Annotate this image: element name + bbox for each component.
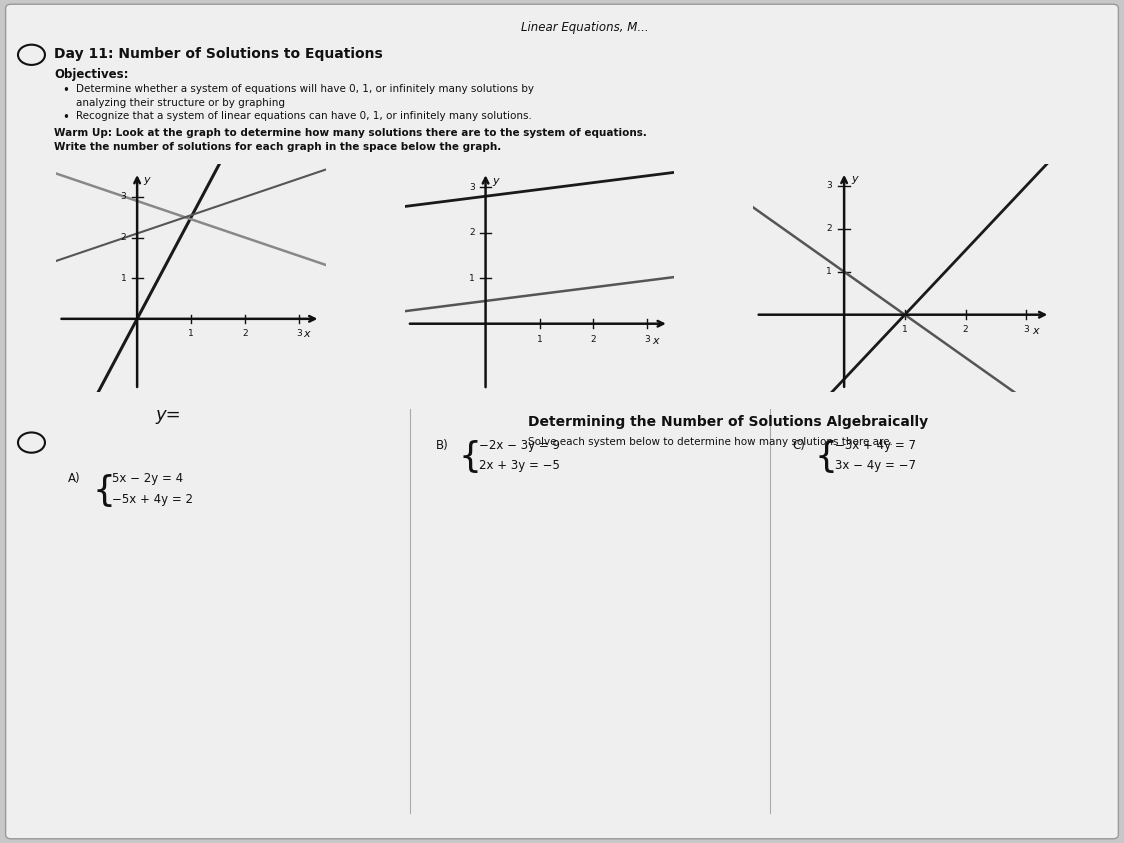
Text: y: y [144,175,151,185]
FancyBboxPatch shape [6,4,1118,839]
Text: Write the number of solutions for each graph in the space below the graph.: Write the number of solutions for each g… [54,142,501,152]
Text: 1: 1 [188,329,194,338]
Text: Linear Equations, M...: Linear Equations, M... [520,21,649,34]
Text: C): C) [792,438,805,452]
Text: Warm Up: Look at the graph to determine how many solutions there are to the syst: Warm Up: Look at the graph to determine … [54,128,646,138]
Text: 3: 3 [1023,325,1030,335]
Text: x: x [1032,326,1039,336]
Text: Objectives:: Objectives: [54,67,128,81]
Text: 3: 3 [296,329,302,338]
Text: y=: y= [156,406,181,424]
Text: −3x + 4y = 7: −3x + 4y = 7 [835,438,916,452]
Text: 2x + 3y = −5: 2x + 3y = −5 [479,459,560,472]
Text: Day 11: Number of Solutions to Equations: Day 11: Number of Solutions to Equations [54,47,382,61]
Text: analyzing their structure or by graphing: analyzing their structure or by graphing [76,98,285,108]
Text: y: y [852,175,859,185]
Text: 2: 2 [826,224,832,234]
Text: 3: 3 [826,181,832,191]
Text: 2: 2 [469,228,474,237]
Text: A): A) [67,472,80,486]
Text: {: { [459,440,481,474]
Text: •: • [62,110,69,124]
Text: 1: 1 [826,267,832,277]
Text: 3: 3 [120,192,126,201]
Text: {: { [92,474,115,507]
Text: y: y [492,175,499,185]
Text: 2: 2 [120,233,126,242]
Text: Determine whether a system of equations will have 0, 1, or infinitely many solut: Determine whether a system of equations … [76,83,534,94]
Text: B): B) [436,438,448,452]
Text: {: { [815,440,837,474]
Text: 2: 2 [962,325,969,335]
Text: 1: 1 [901,325,908,335]
Text: Determining the Number of Solutions Algebraically: Determining the Number of Solutions Alge… [528,415,928,429]
Text: x: x [303,329,310,339]
Text: 3: 3 [469,183,474,191]
Text: 1: 1 [536,335,543,344]
Text: 1: 1 [469,274,474,282]
Text: Recognize that a system of linear equations can have 0, 1, or infinitely many so: Recognize that a system of linear equati… [76,111,533,121]
Text: −2x − 3y = 9: −2x − 3y = 9 [479,438,560,452]
Text: Solve each system below to determine how many solutions there are.: Solve each system below to determine how… [528,437,894,447]
Text: −5x + 4y = 2: −5x + 4y = 2 [112,492,193,506]
Text: 3x − 4y = −7: 3x − 4y = −7 [835,459,916,472]
Text: 1: 1 [120,274,126,282]
Text: 5x − 2y = 4: 5x − 2y = 4 [112,472,183,486]
Text: 2: 2 [590,335,597,344]
Text: x: x [652,336,659,346]
Text: 2: 2 [242,329,248,338]
Text: 3: 3 [644,335,651,344]
Text: •: • [62,83,69,97]
